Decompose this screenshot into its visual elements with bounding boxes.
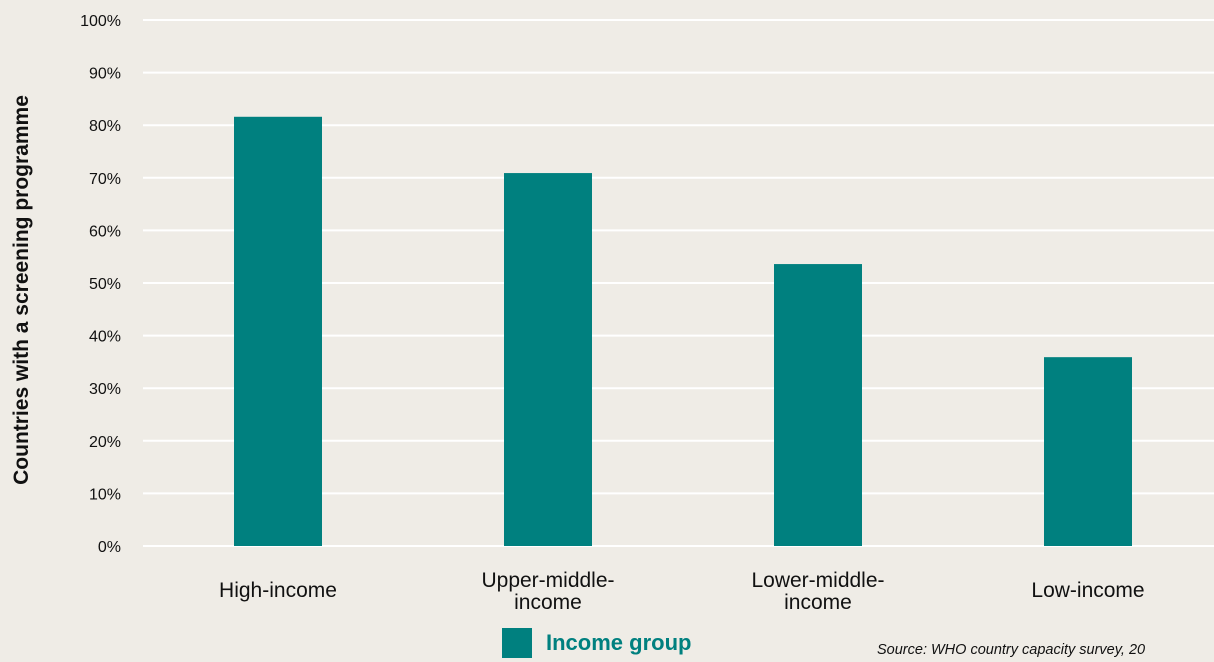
x-axis-ticks: High-income Upper-middle-income Lower-midd… [219,569,1145,614]
y-tick-label: 40% [89,329,121,346]
y-tick-label: 0% [98,539,121,556]
bar [1044,357,1132,546]
y-axis-label: Countries with a screening programme [10,95,33,485]
y-tick-label: 80% [89,118,121,135]
bar [234,116,322,546]
x-tick-label: Low-income [1031,579,1144,602]
source-note: Source: WHO country capacity survey, 20 [877,642,1146,658]
y-axis-ticks: 0% 10% 20% 30% 40% 50% 60% 70% 80% 90% 100% [80,13,121,556]
y-tick-label: 50% [89,276,121,293]
bar [774,264,862,546]
legend: Income group [502,628,691,658]
y-tick-label: 10% [89,486,121,503]
legend-swatch [502,628,532,658]
x-tick-label: High-income [219,579,337,602]
x-tick-label: Lower-middle-income [751,569,884,614]
y-tick-label: 100% [80,13,121,30]
y-tick-label: 30% [89,381,121,398]
y-tick-label: 70% [89,171,121,188]
x-tick-label: Upper-middle-income [481,569,614,614]
bars [234,116,1132,547]
y-tick-label: 60% [89,223,121,240]
legend-label: Income group [546,630,692,655]
y-tick-label: 90% [89,66,121,83]
y-tick-label: 20% [89,434,121,451]
bar [504,173,592,547]
